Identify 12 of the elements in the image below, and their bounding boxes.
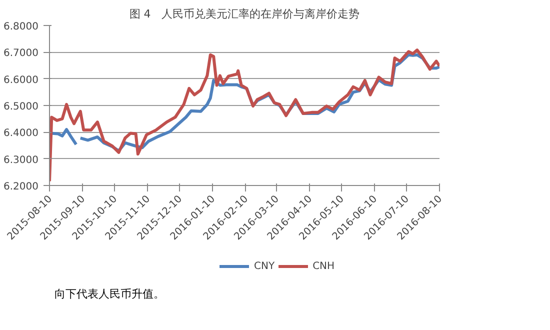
- legend-label: CNY: [254, 260, 275, 272]
- line-series: [50, 48, 440, 183]
- y-tick-label: 6.7000: [4, 48, 39, 60]
- text: 向下代表人民币升值。: [54, 288, 164, 300]
- y-tick-label: 6.5000: [4, 102, 39, 112]
- y-tick-label: 6.8000: [4, 22, 39, 32]
- legend-label: CNH: [312, 260, 335, 272]
- y-tick-label: 6.2000: [4, 182, 39, 192]
- y-tick-label: 6.4000: [4, 128, 39, 140]
- chart-title: 图 4 人民币兑美元汇率的在岸价与离岸价走势: [129, 8, 360, 20]
- y-tick-label: 6.6000: [4, 74, 39, 86]
- y-tick-label: 6.3000: [4, 154, 39, 166]
